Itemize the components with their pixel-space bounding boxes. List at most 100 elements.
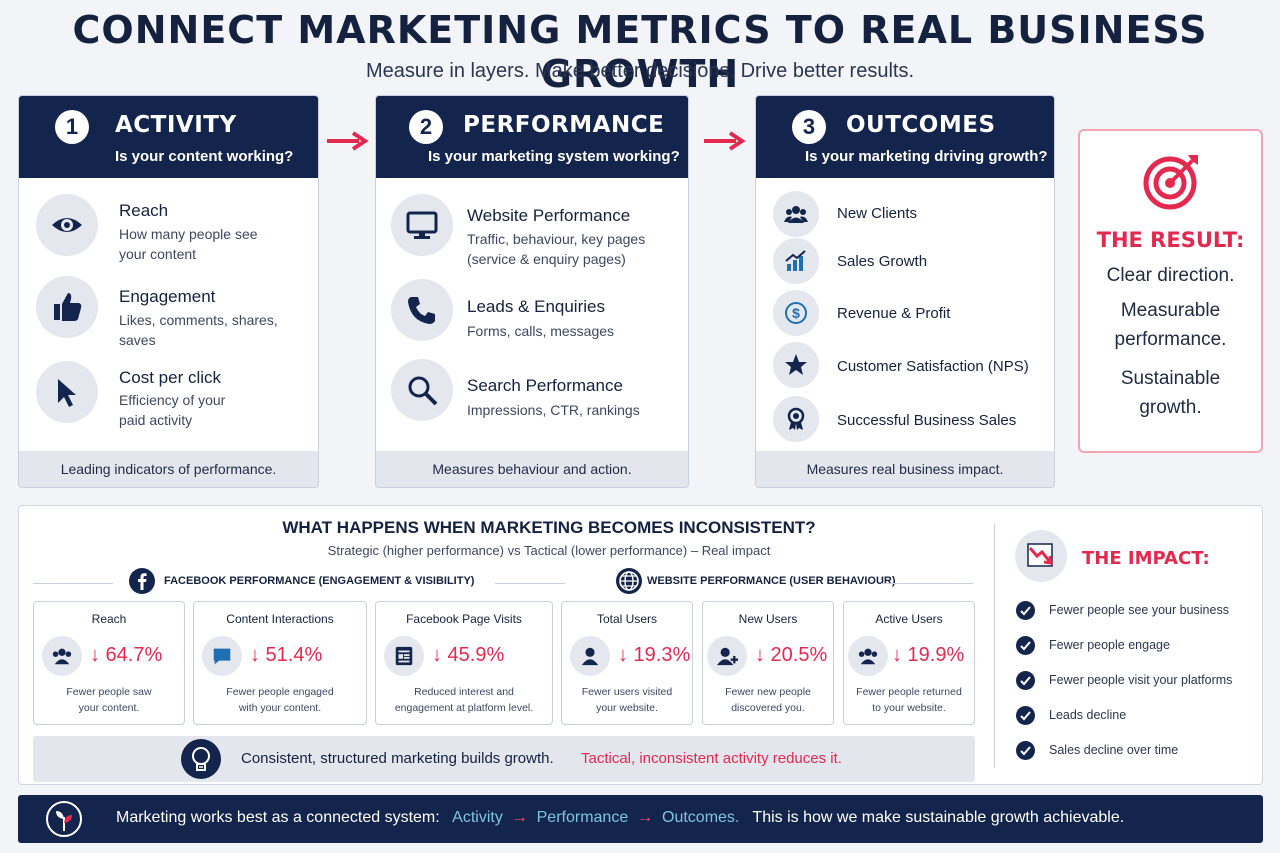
arrow-right-icon [704, 131, 746, 151]
item-desc: Efficiency of your paid activity [119, 392, 226, 428]
impact-title: THE IMPACT: [1082, 548, 1210, 569]
page-title: CONNECT MARKETING METRICS TO REAL BUSINE… [72, 8, 1208, 96]
result-line: Clear direction. [1106, 265, 1235, 286]
note-negative: Tactical, inconsistent activity reduces … [581, 750, 842, 767]
stat-desc: Reduced interest and engagement at platfo… [394, 686, 534, 714]
users-icon [42, 636, 82, 676]
column-question: Is your content working? [115, 148, 294, 165]
column-footer: Measures behaviour and action. [376, 451, 688, 487]
impact-item: Leads decline [1049, 708, 1127, 722]
key-message-bar: Consistent, structured marketing builds … [33, 736, 975, 782]
stat-card-page-visits: Facebook Page Visits ↓ 45.9% Reduced int… [375, 601, 553, 725]
facebook-icon [129, 568, 155, 594]
thumbs-up-icon [36, 276, 98, 338]
stat-desc: Fewer people returned to your website. [856, 686, 962, 714]
step-number: 1 [55, 110, 89, 144]
item-desc: Forms, calls, messages [467, 323, 615, 339]
item-title: Cost per click [119, 368, 222, 387]
item-title: Reach [119, 201, 169, 220]
item-title: Website Performance [467, 206, 631, 225]
column-question: Is your marketing system working? [428, 148, 680, 165]
stat-value: ↓ 19.3% [618, 644, 691, 666]
dollar-icon: $ [773, 290, 819, 336]
impact-item: Fewer people visit your platforms [1049, 673, 1233, 687]
stat-name: Reach [91, 612, 127, 626]
outcome-label: Successful Business Sales [837, 412, 1017, 429]
column-footer: Measures real business impact. [756, 451, 1054, 487]
check-icon [1016, 741, 1035, 760]
check-icon [1016, 636, 1035, 655]
stat-desc: Fewer users visited your website. [581, 686, 673, 714]
activity-header: 1 ACTIVITY Is your content working? [19, 96, 318, 178]
stat-card-reach: Reach ↓ 64.7% Fewer people saw your conte… [33, 601, 185, 725]
note-positive: Consistent, structured marketing builds … [241, 750, 554, 767]
outcome-label: New Clients [837, 205, 918, 222]
impact-item: Fewer people see your business [1049, 603, 1229, 617]
outcome-label: Revenue & Profit [837, 305, 951, 322]
item-title: Leads & Enquiries [467, 297, 605, 316]
stat-card-total-users: Total Users ↓ 19.3% Fewer users visited y… [561, 601, 693, 725]
stat-card-new-users: New Users ↓ 20.5% Fewer new people discov… [702, 601, 834, 725]
column-footer: Leading indicators of performance. [19, 451, 318, 487]
column-question: Is your marketing driving growth? [805, 148, 1048, 165]
stat-name: New Users [738, 612, 798, 626]
award-icon [773, 396, 819, 442]
result-line: Sustainable growth. [1120, 368, 1221, 418]
stat-name: Facebook Page Visits [406, 612, 522, 626]
cursor-icon [36, 361, 98, 423]
column-name: PERFORMANCE [463, 112, 665, 138]
outcome-label: Sales Growth [837, 253, 928, 270]
stat-value: ↓ 20.5% [755, 644, 828, 666]
search-icon [391, 359, 453, 421]
lightbulb-icon [181, 739, 221, 779]
eye-icon [36, 194, 98, 256]
check-icon [1016, 706, 1035, 725]
trend-down-icon [1015, 530, 1067, 582]
performance-header: 2 PERFORMANCE Is your marketing system w… [376, 96, 688, 178]
impact-item: Fewer people engage [1049, 638, 1170, 652]
outcomes-header: 3 OUTCOMES Is your marketing driving gro… [756, 96, 1054, 178]
website-section-label: WEBSITE PERFORMANCE (USER BEHAVIOUR) [647, 575, 896, 587]
stat-card-interactions: Content Interactions ↓ 51.4% Fewer peopl… [193, 601, 367, 725]
stat-value: ↓ 64.7% [90, 644, 163, 666]
step-number: 2 [409, 110, 443, 144]
outcomes-column: 3 OUTCOMES Is your marketing driving gro… [755, 95, 1055, 488]
document-icon [384, 636, 424, 676]
check-icon [1016, 601, 1035, 620]
result-title: THE RESULT: [1096, 228, 1245, 252]
star-icon [773, 342, 819, 388]
user-icon [570, 636, 610, 676]
activity-column: 1 ACTIVITY Is your content working? Reac… [18, 95, 319, 488]
panel-subtitle: Strategic (higher performance) vs Tactic… [327, 543, 771, 558]
column-name: OUTCOMES [846, 112, 996, 138]
page-subtitle: Measure in layers. Make better decisions… [366, 60, 914, 82]
monitor-icon [391, 194, 453, 256]
stat-card-active-users: Active Users ↓ 19.9% Fewer people return… [843, 601, 975, 725]
users-icon [773, 191, 819, 237]
inconsistency-panel: WHAT HAPPENS WHEN MARKETING BECOMES INCO… [18, 505, 1263, 785]
stat-desc: Fewer new people discovered you. [725, 686, 811, 714]
stat-value: ↓ 51.4% [250, 644, 323, 666]
stat-name: Content Interactions [226, 612, 334, 626]
panel-title: WHAT HAPPENS WHEN MARKETING BECOMES INCO… [282, 518, 816, 537]
chat-bubble-icon [202, 636, 242, 676]
stat-value: ↓ 19.9% [892, 644, 965, 666]
users-icon [848, 636, 888, 676]
stat-desc: Fewer people engaged with your content. [226, 686, 334, 714]
growth-chart-icon [773, 238, 819, 284]
divider [33, 583, 113, 584]
stat-desc: Fewer people saw your content. [66, 686, 152, 714]
plant-icon [46, 801, 82, 837]
check-icon [1016, 671, 1035, 690]
vertical-divider [994, 524, 995, 768]
column-name: ACTIVITY [115, 112, 237, 138]
item-desc: Traffic, behaviour, key pages (service & … [467, 231, 646, 267]
item-desc: Impressions, CTR, rankings [467, 402, 640, 418]
facebook-section-label: FACEBOOK PERFORMANCE (ENGAGEMENT & VISIB… [164, 575, 475, 587]
step-number: 3 [792, 110, 826, 144]
item-title: Search Performance [467, 376, 623, 395]
svg-text:$: $ [792, 305, 800, 321]
stat-name: Total Users [596, 612, 658, 626]
globe-icon [616, 568, 642, 594]
performance-column: 2 PERFORMANCE Is your marketing system w… [375, 95, 689, 488]
